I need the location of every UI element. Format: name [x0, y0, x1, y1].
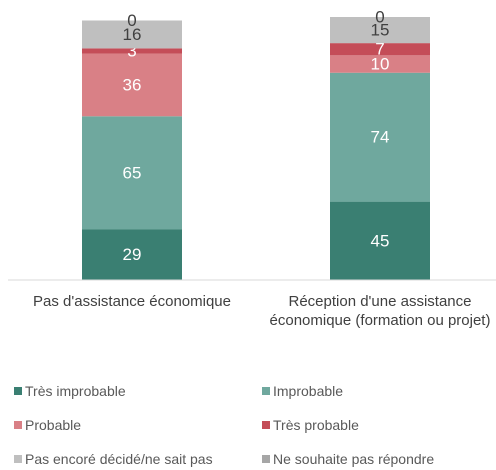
x-tick-label: Pas d'assistance économique [33, 293, 231, 310]
bar-segment [330, 17, 430, 44]
bar-segment [330, 43, 430, 56]
legend-label: Improbable [273, 383, 344, 399]
legend-label: Ne souhaite pas répondre [273, 451, 435, 467]
legend-swatch [14, 455, 22, 463]
legend-label: Probable [25, 417, 82, 433]
x-tick-label: Réception d'une assistance économique (f… [269, 293, 491, 329]
data-label: 36 [123, 75, 142, 94]
legend-swatch [262, 387, 270, 395]
bar-segment [82, 116, 182, 230]
legend-item: Probable [14, 417, 81, 433]
bar-segment [82, 20, 182, 49]
data-label: 0 [375, 7, 384, 26]
legend-label: Très probable [273, 417, 359, 433]
bar-segment [330, 55, 430, 73]
bar-segment [330, 72, 430, 202]
legend-swatch [262, 455, 270, 463]
legend-swatch [14, 421, 22, 429]
data-label: 45 [371, 231, 390, 250]
data-label: 29 [123, 245, 142, 264]
legend-item: Improbable [262, 383, 343, 399]
data-label: 16 [123, 25, 142, 44]
bar-segment [82, 53, 182, 117]
legend-item: Très probable [262, 417, 359, 433]
data-label: 3 [127, 41, 136, 60]
bar-segment [82, 48, 182, 54]
bar-segment [82, 229, 182, 280]
data-label: 65 [123, 163, 142, 182]
data-label: 0 [127, 11, 136, 30]
data-label: 10 [371, 55, 390, 74]
legend-swatch [262, 421, 270, 429]
legend-item: Pas encoré décidé/ne sait pas [14, 451, 213, 467]
bar-segment [330, 201, 430, 280]
legend-item: Très improbable [14, 383, 126, 399]
legend-item: Ne souhaite pas répondre [262, 451, 434, 467]
data-label: 7 [375, 40, 384, 59]
legend-label: Très improbable [25, 383, 126, 399]
data-label: 15 [371, 21, 390, 40]
legend-swatch [14, 387, 22, 395]
legend-label: Pas encoré décidé/ne sait pas [25, 451, 213, 467]
data-label: 74 [371, 128, 390, 147]
